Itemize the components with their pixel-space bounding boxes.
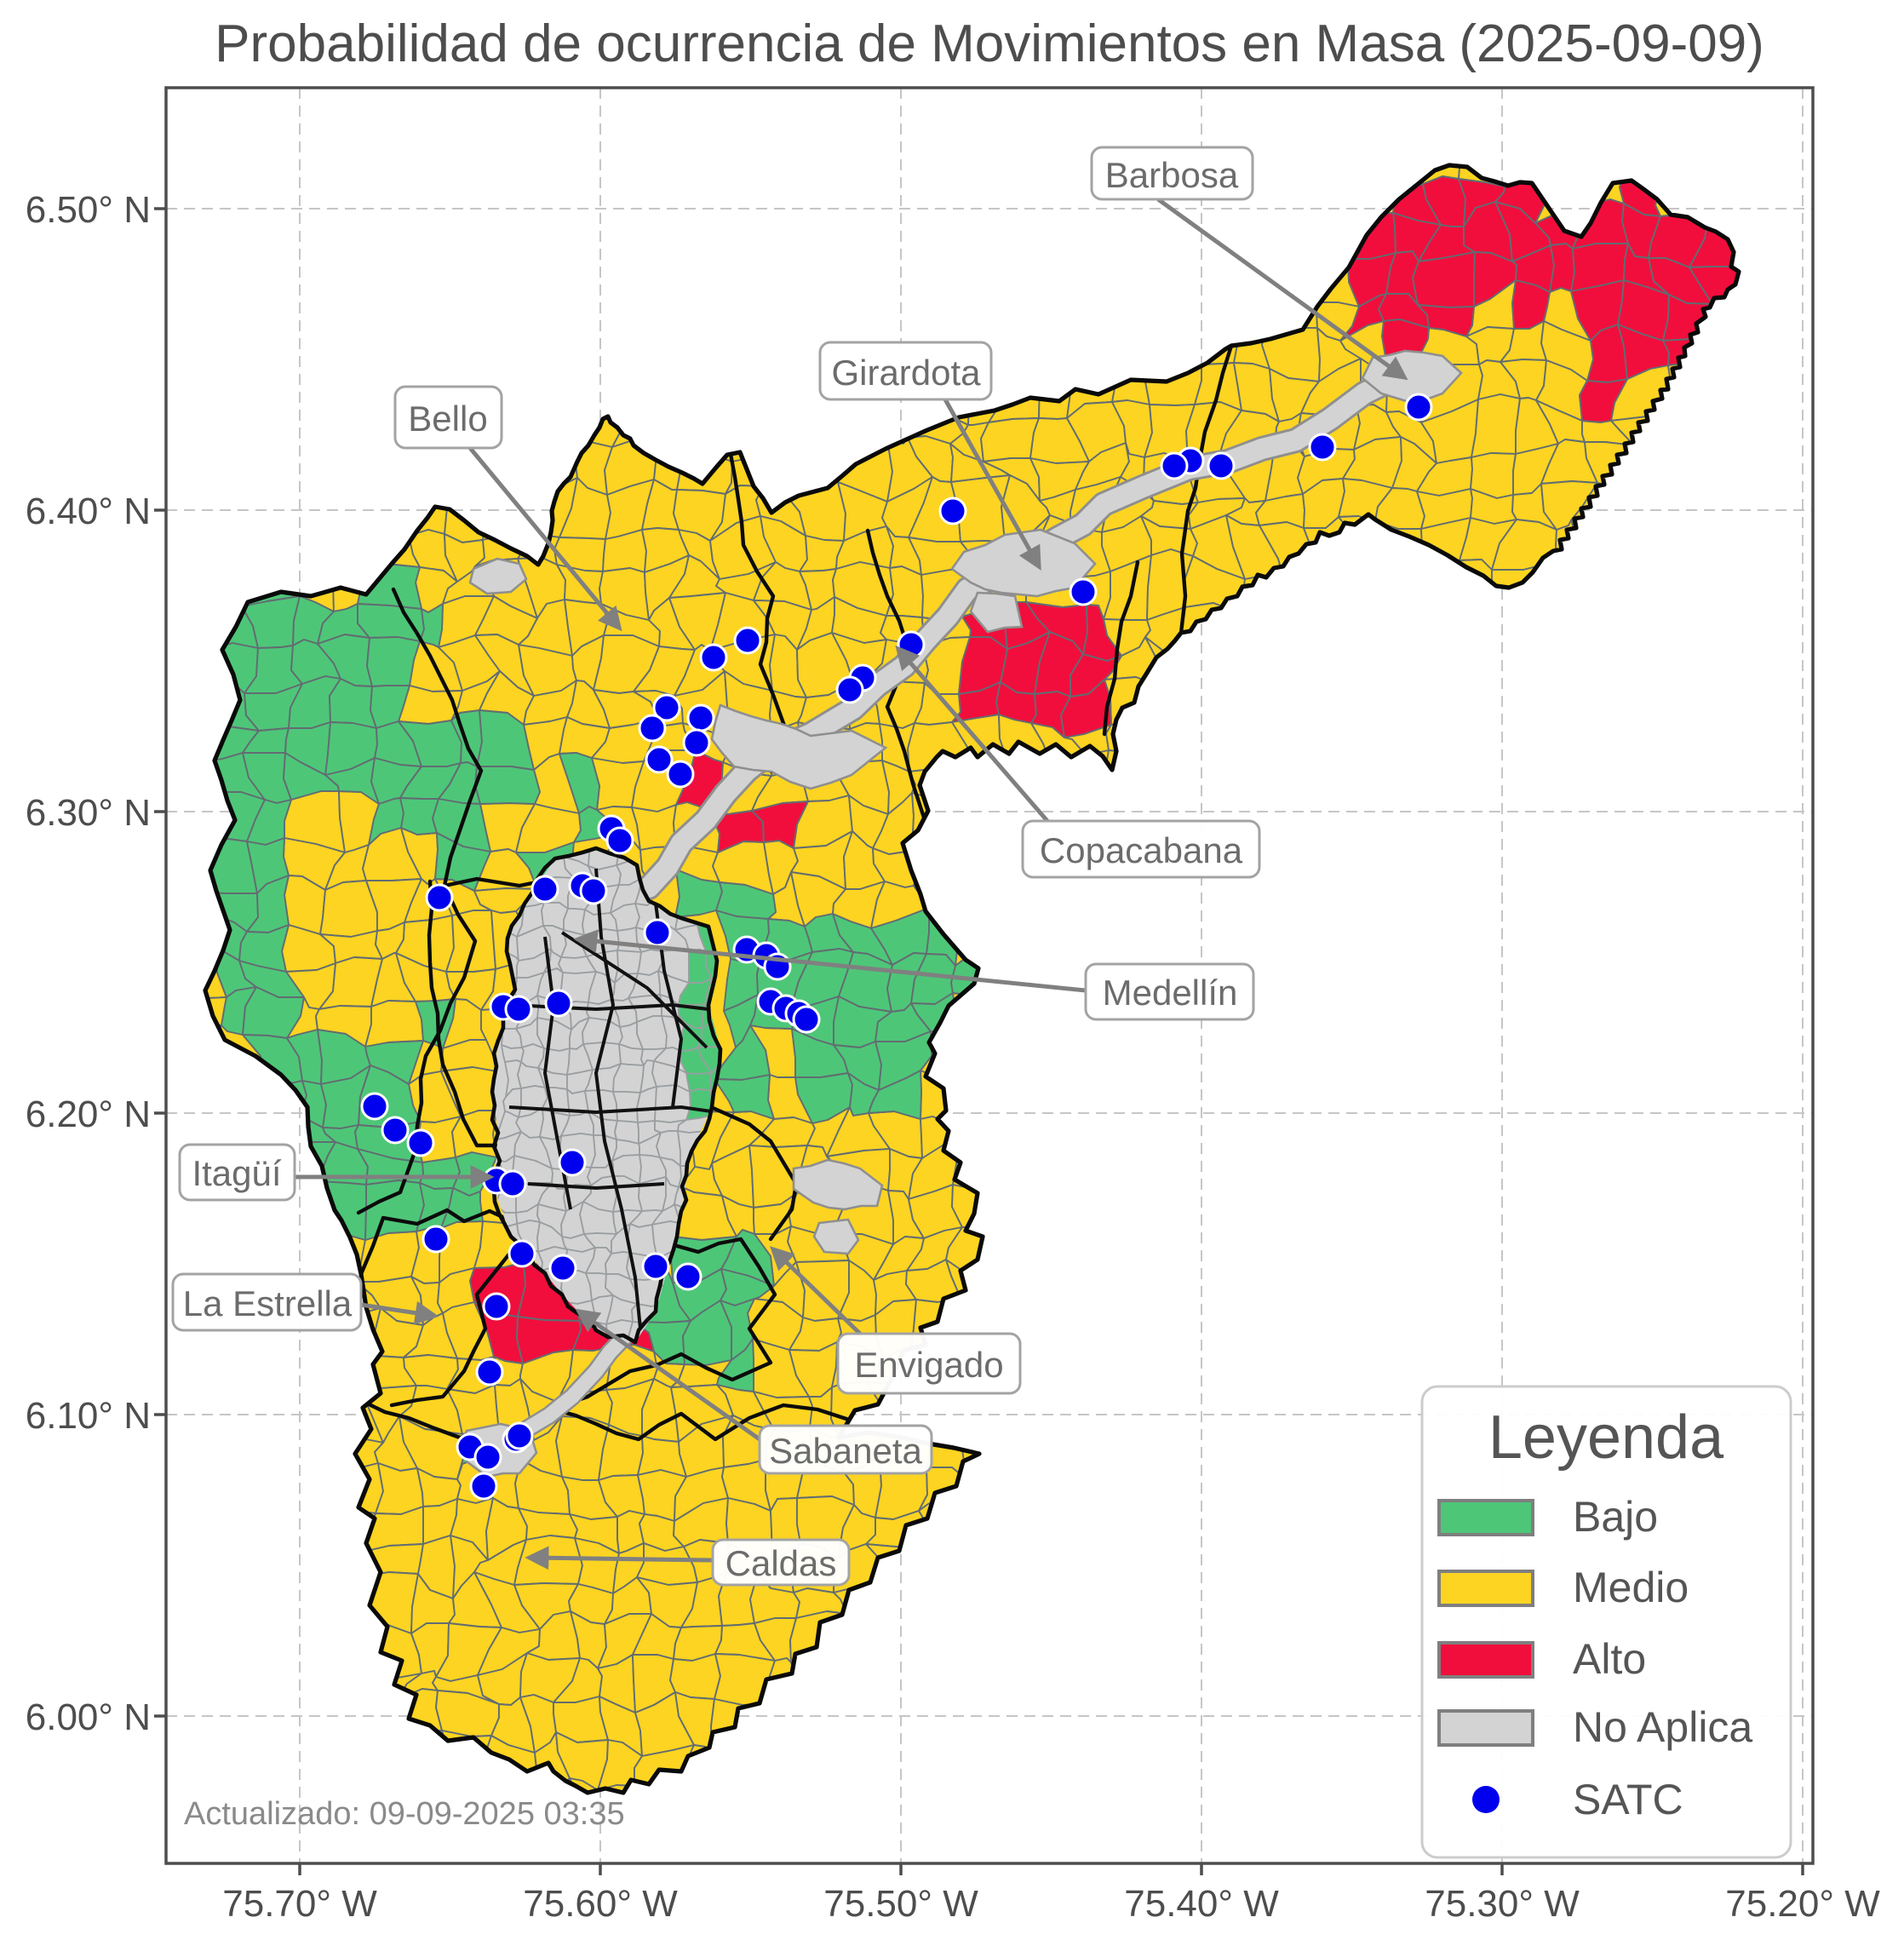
svg-text:6.20° N: 6.20° N xyxy=(26,1094,151,1135)
svg-text:6.40° N: 6.40° N xyxy=(26,491,151,532)
svg-text:6.10° N: 6.10° N xyxy=(26,1395,151,1437)
svg-text:75.20° W: 75.20° W xyxy=(1725,1883,1880,1925)
svg-text:SATC: SATC xyxy=(1573,1776,1683,1823)
svg-text:75.50° W: 75.50° W xyxy=(823,1883,978,1925)
svg-text:Alto: Alto xyxy=(1573,1635,1646,1683)
svg-text:Sabaneta: Sabaneta xyxy=(769,1431,922,1471)
svg-text:Medellín: Medellín xyxy=(1103,973,1238,1013)
svg-text:Actualizado: 09-09-2025 03:35: Actualizado: 09-09-2025 03:35 xyxy=(184,1796,625,1832)
svg-text:75.60° W: 75.60° W xyxy=(523,1883,678,1925)
svg-text:6.30° N: 6.30° N xyxy=(26,792,151,834)
svg-text:Bajo: Bajo xyxy=(1573,1493,1658,1541)
svg-text:75.40° W: 75.40° W xyxy=(1124,1883,1279,1925)
svg-text:6.50° N: 6.50° N xyxy=(26,189,151,231)
svg-text:Itagüí: Itagüí xyxy=(192,1153,281,1193)
svg-text:75.70° W: 75.70° W xyxy=(222,1883,377,1925)
svg-text:6.00° N: 6.00° N xyxy=(26,1696,151,1738)
svg-text:Probabilidad de ocurrencia de: Probabilidad de ocurrencia de Movimiento… xyxy=(215,14,1764,73)
svg-text:75.30° W: 75.30° W xyxy=(1425,1883,1580,1925)
svg-text:Leyenda: Leyenda xyxy=(1488,1404,1724,1472)
svg-text:Barbosa: Barbosa xyxy=(1105,155,1239,195)
svg-text:Caldas: Caldas xyxy=(725,1543,837,1583)
svg-text:Bello: Bello xyxy=(408,399,487,439)
svg-text:Girardota: Girardota xyxy=(831,353,981,393)
svg-text:No Aplica: No Aplica xyxy=(1573,1703,1752,1751)
svg-text:Envigado: Envigado xyxy=(854,1345,1003,1385)
svg-text:Copacabana: Copacabana xyxy=(1040,830,1243,870)
svg-text:La Estrella: La Estrella xyxy=(183,1283,353,1323)
svg-text:Medio: Medio xyxy=(1573,1564,1689,1611)
